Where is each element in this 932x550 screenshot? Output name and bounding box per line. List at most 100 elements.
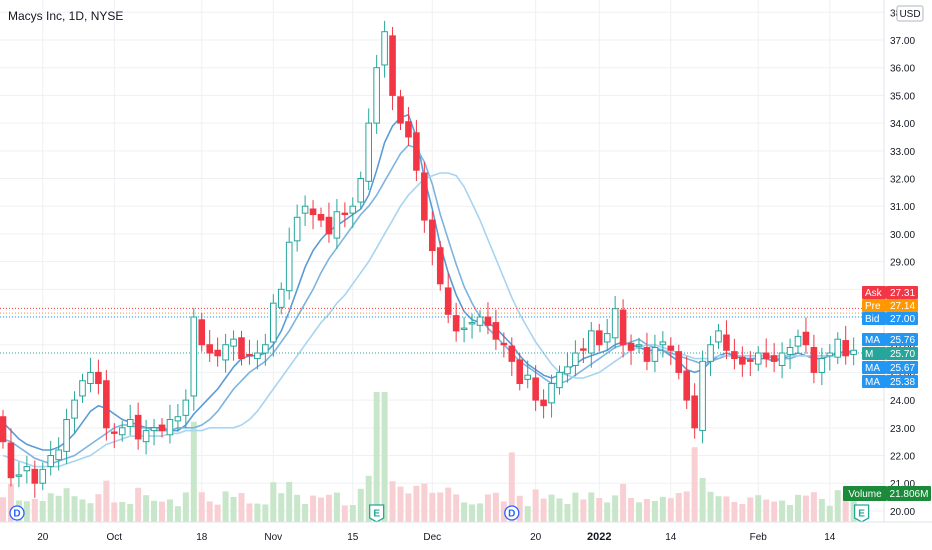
candle [810,334,818,384]
price-axis[interactable]: 38.0037.0036.0035.0034.0033.0032.0031.00… [890,8,915,518]
volume-bar [166,499,173,522]
candle-body [436,247,444,285]
volume-bar [572,492,579,522]
volume-bar [206,501,213,522]
candle-body [484,316,492,326]
time-axis[interactable]: 20 Oct 18 Nov 15 Dec 20 2022 14 Feb 14 [37,531,836,543]
volume-bar [262,504,269,522]
candle [79,373,86,403]
candle [834,332,842,365]
time-tick-label: Nov [264,532,282,543]
candle-body [214,349,221,357]
candle [564,352,571,383]
price-tick-label: 29.00 [890,258,915,269]
candle [134,402,142,450]
candle-body [270,302,277,343]
candle [270,294,277,357]
candle [508,337,516,377]
volume-bar [604,502,611,522]
candle-body [95,371,102,384]
badge-value-bg [886,333,918,346]
volume-bar [691,447,698,522]
candle-body [476,316,484,326]
candle [754,346,762,372]
candle [747,351,754,377]
candle [444,273,452,324]
price-badge: MA 25.76 [862,333,918,346]
candle [349,197,357,228]
currency-button[interactable]: USD [896,5,924,22]
candle-body [158,424,166,432]
time-tick-label: 20 [37,532,49,543]
candle [572,340,579,377]
volume-bar [214,504,221,522]
volume-bar [341,505,348,522]
volume-bar [469,504,476,522]
volume-bar [628,498,635,522]
volume-badge: Volume 21.806M [843,486,931,501]
candle [580,338,587,363]
candle-body [421,172,428,221]
candle [397,89,404,131]
candle-body [683,370,691,401]
candle-body [834,338,842,358]
candle-body [174,416,182,422]
badge-label-bg [862,361,886,374]
badge-label: MA [865,335,880,346]
volume-bar [23,501,30,522]
candle-body [739,356,746,365]
candle [468,313,476,339]
candle [293,204,301,252]
candle [23,455,31,484]
candle-body [230,338,237,347]
candle [357,171,365,209]
candle [691,383,698,439]
dividend-marker: D [504,505,520,521]
badge-label-bg [862,333,886,346]
volume-bar [461,502,468,522]
candle-body [317,214,325,221]
candle-body [31,468,39,484]
candle [111,423,118,449]
volume-bar [445,487,452,522]
time-tick-label: 20 [530,532,542,543]
candle-body [405,121,412,138]
badge-value: 25.38 [890,377,915,388]
price-tick-label: 32.00 [890,175,915,186]
volume-bar [310,495,317,522]
candle [126,404,134,436]
candle-body [222,344,229,361]
candle-body [778,352,786,366]
volume-bar [357,488,364,522]
marker-circle [9,505,25,521]
candle-body [142,430,150,443]
volume-bar [667,498,674,522]
candle-body [71,399,78,419]
volume-bar [818,499,825,522]
candle [429,211,436,266]
volume-bar [318,497,324,522]
candle-body [524,374,532,380]
volume-bar [500,501,507,522]
candle [214,337,221,367]
volume-bar [484,494,491,522]
badge-label-bg [862,286,886,299]
candle [524,360,532,389]
candle-body [15,474,23,477]
candle [826,344,834,371]
volume-bar [95,494,102,522]
candle [95,359,102,395]
candle-body [246,353,253,357]
candle-body [492,322,500,340]
candle [301,195,309,226]
candle-body [55,449,62,461]
price-tick-label: 22.00 [890,452,915,463]
candle [516,353,524,391]
badge-label-bg [862,312,886,325]
candle-body [262,344,269,354]
price-badge: Pre 27.14 [862,299,918,312]
badge-value: 25.76 [890,335,915,346]
badge-value: 25.70 [890,349,915,360]
volume-bar [795,494,801,522]
